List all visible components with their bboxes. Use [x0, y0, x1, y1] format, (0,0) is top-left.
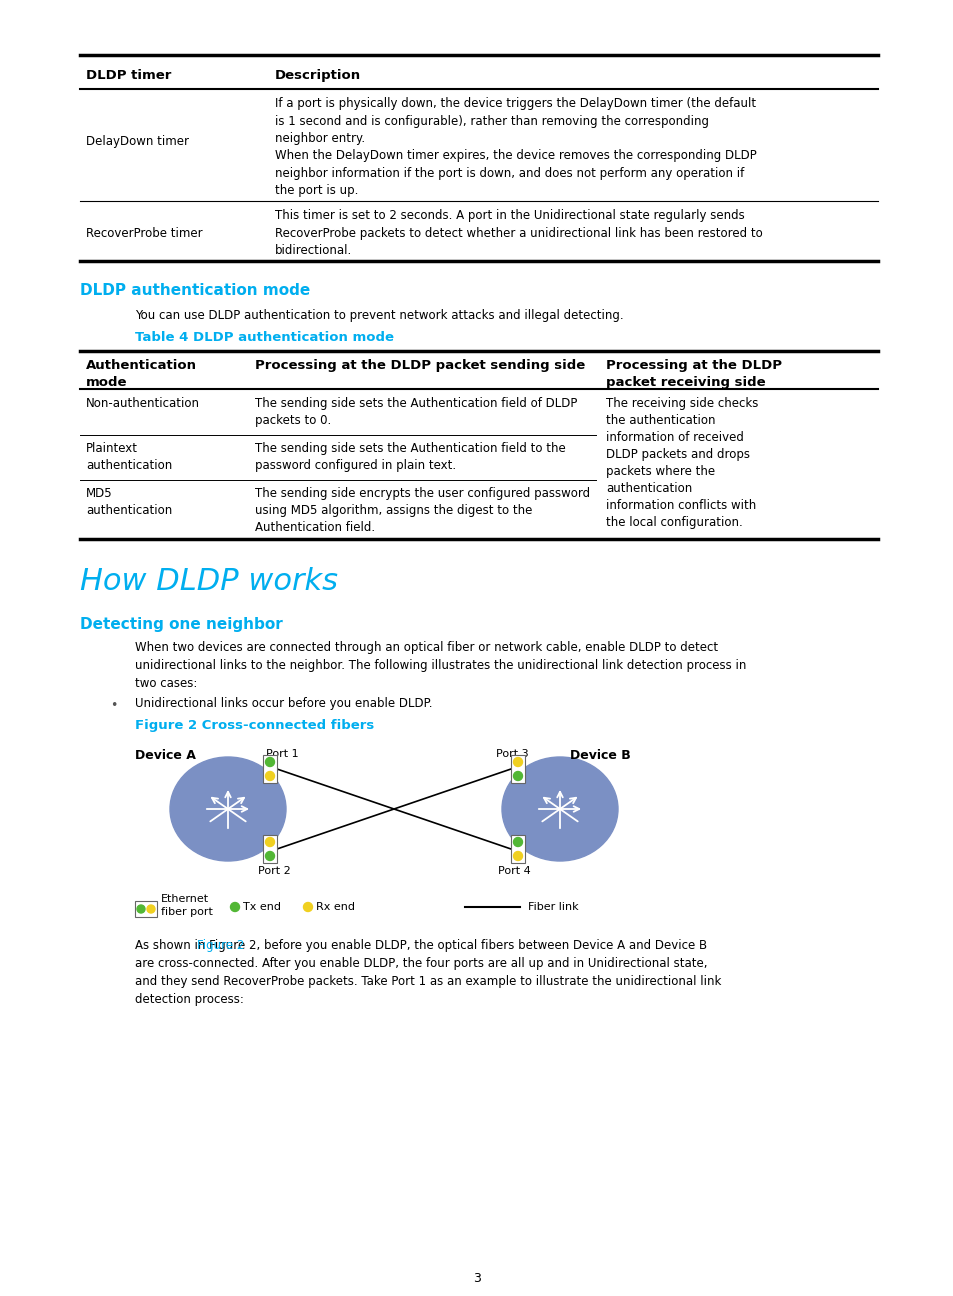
- Text: Ethernet
fiber port: Ethernet fiber port: [161, 894, 213, 916]
- Text: Table 4 DLDP authentication mode: Table 4 DLDP authentication mode: [135, 330, 394, 343]
- Text: Non-authentication: Non-authentication: [86, 397, 200, 410]
- Text: Processing at the DLDP
packet receiving side: Processing at the DLDP packet receiving …: [605, 359, 781, 389]
- Text: 3: 3: [473, 1271, 480, 1286]
- Text: Rx end: Rx end: [315, 902, 355, 912]
- Text: Processing at the DLDP packet sending side: Processing at the DLDP packet sending si…: [254, 359, 584, 372]
- Text: The receiving side checks
the authentication
information of received
DLDP packet: The receiving side checks the authentica…: [605, 397, 758, 529]
- Text: Device B: Device B: [569, 749, 630, 762]
- Text: MD5
authentication: MD5 authentication: [86, 487, 172, 517]
- Text: Description: Description: [274, 69, 361, 82]
- Text: The sending side sets the Authentication field of DLDP
packets to 0.: The sending side sets the Authentication…: [254, 397, 577, 426]
- Text: When the DelayDown timer expires, the device removes the corresponding DLDP
neig: When the DelayDown timer expires, the de…: [274, 149, 756, 197]
- Text: If a port is physically down, the device triggers the DelayDown timer (the defau: If a port is physically down, the device…: [274, 97, 756, 145]
- Text: Unidirectional links occur before you enable DLDP.: Unidirectional links occur before you en…: [135, 697, 432, 710]
- Text: RecoverProbe timer: RecoverProbe timer: [86, 227, 202, 240]
- Text: You can use DLDP authentication to prevent network attacks and illegal detecting: You can use DLDP authentication to preve…: [135, 308, 623, 321]
- Circle shape: [231, 902, 239, 911]
- Text: Fiber link: Fiber link: [527, 902, 578, 912]
- Circle shape: [137, 905, 145, 912]
- Circle shape: [265, 837, 274, 846]
- Circle shape: [147, 905, 154, 912]
- Text: The sending side sets the Authentication field to the
password configured in pla: The sending side sets the Authentication…: [254, 442, 565, 472]
- Text: Plaintext
authentication: Plaintext authentication: [86, 442, 172, 472]
- Text: Figure 2 Cross-connected fibers: Figure 2 Cross-connected fibers: [135, 719, 374, 732]
- Text: Port 4: Port 4: [497, 866, 530, 876]
- Text: When two devices are connected through an optical fiber or network cable, enable: When two devices are connected through a…: [135, 642, 745, 689]
- Text: The sending side encrypts the user configured password
using MD5 algorithm, assi: The sending side encrypts the user confi…: [254, 487, 590, 534]
- Circle shape: [513, 851, 522, 861]
- Text: This timer is set to 2 seconds. A port in the Unidirectional state regularly sen: This timer is set to 2 seconds. A port i…: [274, 209, 762, 257]
- Circle shape: [513, 771, 522, 780]
- Text: Port 1: Port 1: [266, 749, 298, 759]
- Text: Port 3: Port 3: [496, 749, 528, 759]
- Text: DLDP timer: DLDP timer: [86, 69, 172, 82]
- Circle shape: [513, 757, 522, 766]
- Circle shape: [265, 851, 274, 861]
- Text: •: •: [110, 699, 117, 712]
- Text: Tx end: Tx end: [243, 902, 281, 912]
- Circle shape: [303, 902, 313, 911]
- Text: Detecting one neighbor: Detecting one neighbor: [80, 617, 282, 632]
- Text: Device A: Device A: [135, 749, 195, 762]
- Text: DelayDown timer: DelayDown timer: [86, 135, 189, 148]
- Circle shape: [265, 771, 274, 780]
- FancyBboxPatch shape: [263, 756, 276, 783]
- Text: Port 2: Port 2: [257, 866, 291, 876]
- Text: DLDP authentication mode: DLDP authentication mode: [80, 283, 310, 298]
- Text: Figure 2: Figure 2: [196, 940, 244, 953]
- Circle shape: [513, 837, 522, 846]
- FancyBboxPatch shape: [511, 756, 524, 783]
- FancyBboxPatch shape: [511, 835, 524, 863]
- Circle shape: [265, 757, 274, 766]
- Text: Authentication
mode: Authentication mode: [86, 359, 196, 389]
- FancyBboxPatch shape: [135, 901, 157, 918]
- FancyBboxPatch shape: [263, 835, 276, 863]
- Text: As shown in Figure 2, before you enable DLDP, the optical fibers between Device : As shown in Figure 2, before you enable …: [135, 940, 720, 1006]
- Ellipse shape: [170, 757, 286, 861]
- Ellipse shape: [501, 757, 618, 861]
- Text: How DLDP works: How DLDP works: [80, 568, 337, 596]
